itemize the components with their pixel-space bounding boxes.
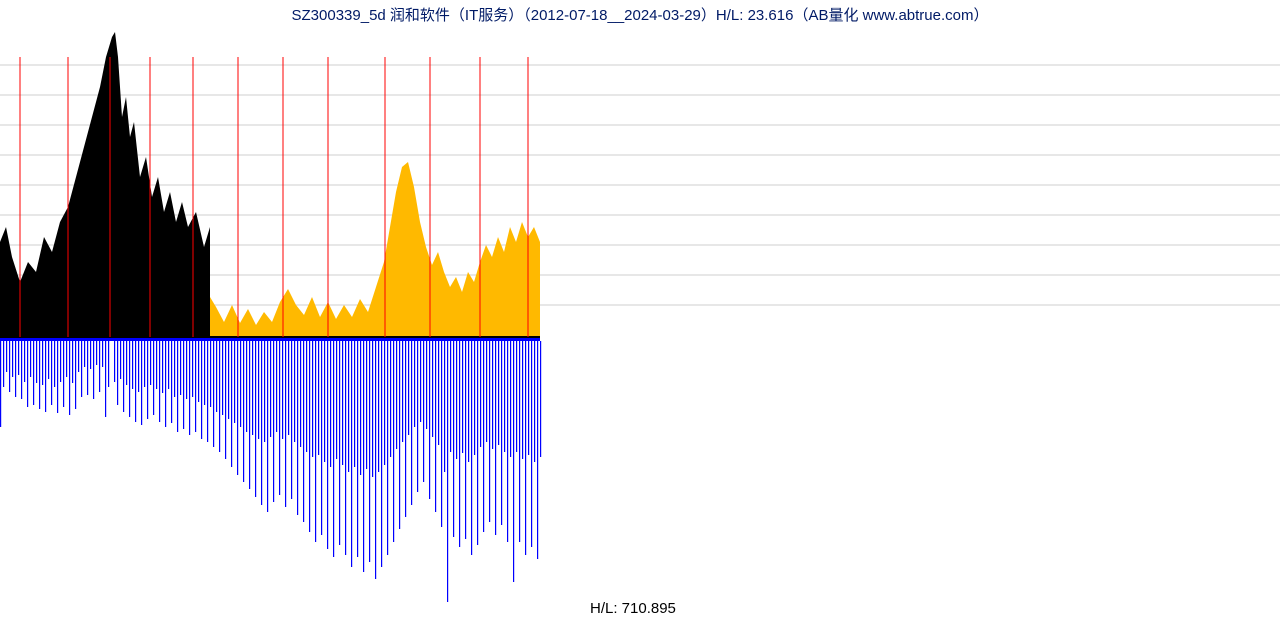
chart-svg	[0, 27, 1280, 602]
chart-title: SZ300339_5d 润和软件（IT服务）（2012-07-18__2024-…	[0, 0, 1280, 27]
footer-label: H/L: 710.895	[590, 600, 676, 617]
chart-area	[0, 27, 1280, 602]
